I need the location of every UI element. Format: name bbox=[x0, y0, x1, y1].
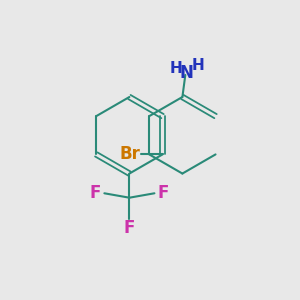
Text: H: H bbox=[169, 61, 182, 76]
Text: F: F bbox=[124, 219, 135, 237]
Text: F: F bbox=[90, 184, 101, 202]
Text: F: F bbox=[158, 184, 169, 202]
Text: Br: Br bbox=[120, 146, 141, 164]
Text: N: N bbox=[180, 64, 194, 82]
Text: H: H bbox=[191, 58, 204, 73]
